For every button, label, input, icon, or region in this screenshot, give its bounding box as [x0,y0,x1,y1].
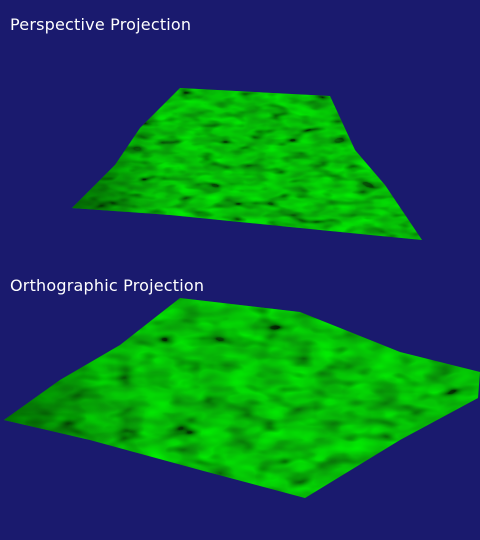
perspective-terrain-mesh [72,88,422,240]
perspective-projection-label: Perspective Projection [10,15,191,34]
orthographic-terrain-mesh [4,298,480,498]
orthographic-projection-label: Orthographic Projection [10,276,204,295]
